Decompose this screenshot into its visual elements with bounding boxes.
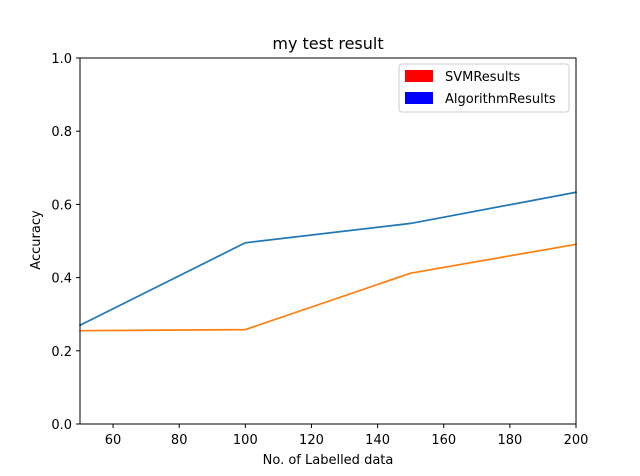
y-tick-label: 0.2	[51, 345, 72, 360]
x-tick-label: 100	[233, 433, 258, 448]
axes: 60 80 100 120 140 160 180 200 0.0 0.2 0.4 0.6 0.8 1.0	[51, 52, 588, 448]
y-tick-label: 0.8	[51, 125, 72, 140]
series-line-2	[79, 243, 577, 332]
y-tick-label: 0.6	[51, 198, 72, 213]
x-tick-label: 160	[431, 433, 456, 448]
legend-box	[398, 63, 570, 113]
y-tick-label: 0.4	[51, 272, 72, 287]
x-tick-label: 80	[171, 433, 188, 448]
legend-label: SVMResults	[445, 70, 521, 85]
x-tick-label: 200	[564, 433, 589, 448]
x-tick-label: 180	[497, 433, 522, 448]
plot-area	[78, 191, 577, 332]
x-axis-title: No. of Labelled data	[263, 453, 394, 468]
legend-swatch	[405, 70, 433, 82]
x-tick-label: 60	[105, 433, 122, 448]
chart-title: my test result	[272, 34, 383, 53]
series-line-1	[78, 191, 577, 327]
legend-swatch	[405, 92, 433, 104]
x-tick-label: 140	[365, 433, 390, 448]
x-tick-label: 120	[299, 433, 324, 448]
y-tick-label: 0.0	[51, 418, 72, 433]
y-axis-title: Accuracy	[29, 210, 44, 270]
legend: SVMResults AlgorithmResults	[398, 63, 570, 113]
axes-frame	[79, 57, 577, 425]
y-tick-label: 1.0	[51, 52, 72, 67]
legend-label: AlgorithmResults	[445, 92, 556, 107]
